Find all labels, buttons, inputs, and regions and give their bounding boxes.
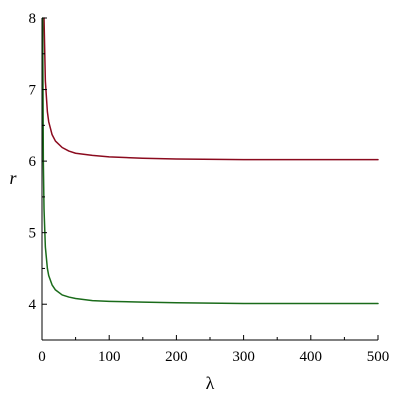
x-tick-label: 400: [300, 349, 323, 365]
y-tick-label: 5: [29, 226, 37, 242]
y-tick-label: 8: [29, 11, 37, 27]
y-tick-label: 6: [29, 154, 37, 170]
x-tick-label: 500: [367, 349, 390, 365]
y-axis: 4 5 6 7 8: [29, 11, 47, 341]
x-axis: 0 100 200 300 400 500: [38, 335, 389, 365]
plot-area: [41, 17, 379, 305]
y-tick-label: 7: [29, 83, 37, 99]
y-axis-label: r: [9, 168, 17, 188]
x-axis-label: λ: [206, 373, 215, 393]
y-tick-label: 4: [29, 297, 37, 313]
x-tick-label: 300: [232, 349, 255, 365]
x-tick-label: 200: [165, 349, 188, 365]
series-line-2: [41, 17, 379, 305]
x-tick-label: 100: [98, 349, 121, 365]
series-line-1: [43, 17, 379, 161]
x-tick-label: 0: [38, 349, 46, 365]
